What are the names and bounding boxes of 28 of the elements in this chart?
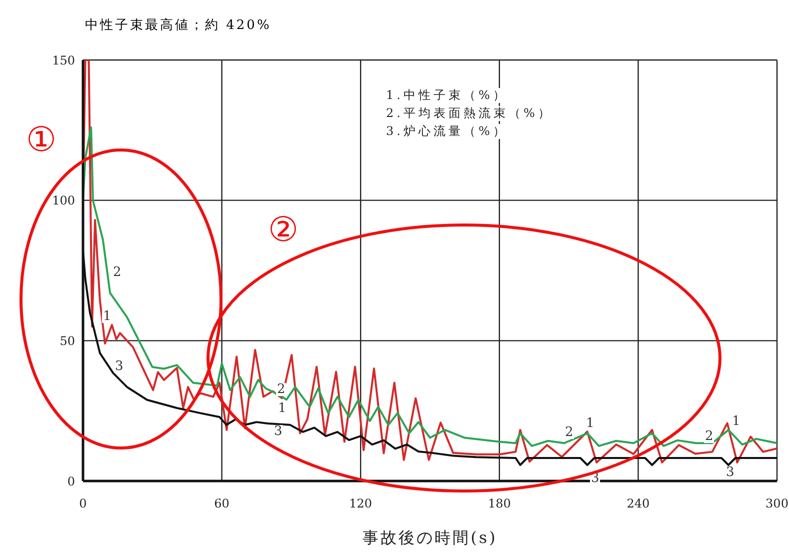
annotation: 3.炉心流量（%） (386, 124, 508, 139)
x-axis-title: 事故後の時間(s) (362, 528, 498, 547)
annotation: 3 (273, 424, 284, 439)
y-tick-label: 100 (52, 194, 75, 208)
annotation: 1 (102, 309, 112, 324)
annotation: 1 (585, 416, 596, 431)
annotation: 1.中性子束（%） (386, 88, 508, 103)
x-tick-label: 240 (626, 496, 650, 511)
x-tick-label: 0 (79, 496, 87, 511)
annotation: 2.平均表面熱流束（%） (386, 106, 553, 121)
annotation: ② (268, 210, 298, 250)
y-tick-label: 50 (60, 334, 75, 348)
annotation: 3 (725, 465, 736, 480)
annotation: 1 (277, 401, 288, 416)
annotation: 1 (731, 414, 742, 429)
annotation: 2 (112, 265, 122, 280)
text: ① (26, 120, 56, 160)
annotation: 2 (704, 429, 714, 444)
y-tick-label: 150 (52, 53, 75, 68)
annotation: 2 (276, 382, 286, 397)
annotation: 2 (564, 425, 574, 440)
x-tick-label: 180 (488, 496, 511, 511)
y-tick-label: 0 (67, 474, 75, 488)
x-tick-label: 300 (766, 496, 788, 511)
chart-title: 中性子束最高値；約 420% (85, 17, 272, 34)
x-tick-label: 120 (349, 496, 372, 511)
annotation: 3 (114, 359, 124, 374)
x-tick-label: 60 (214, 496, 230, 511)
